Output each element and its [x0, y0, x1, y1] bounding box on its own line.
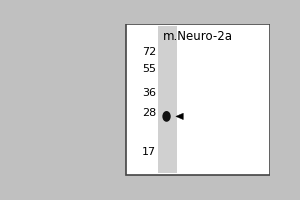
Bar [158, 26, 177, 173]
Text: 36: 36 [142, 88, 156, 98]
Ellipse shape [162, 111, 171, 122]
Polygon shape [176, 113, 183, 120]
Text: 72: 72 [142, 47, 156, 57]
Text: 55: 55 [142, 64, 156, 74]
Text: m.Neuro-2a: m.Neuro-2a [163, 30, 233, 43]
Bar [126, 24, 270, 175]
Text: 28: 28 [142, 108, 156, 118]
Text: 17: 17 [142, 147, 156, 157]
